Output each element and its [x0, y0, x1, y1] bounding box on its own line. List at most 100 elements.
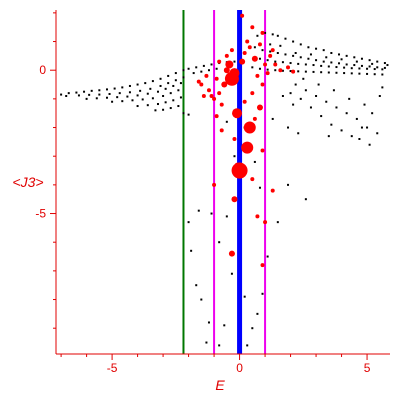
black-point [289, 70, 292, 73]
black-point [218, 344, 221, 347]
black-point [366, 67, 369, 70]
black-point [348, 97, 351, 100]
black-point [146, 104, 149, 107]
red-point [250, 177, 255, 182]
black-point [332, 89, 335, 92]
black-point [258, 186, 261, 189]
black-point [215, 67, 218, 70]
black-point [338, 62, 341, 65]
black-point [366, 126, 369, 129]
black-point [386, 64, 389, 67]
black-point [118, 92, 121, 95]
red-point [242, 99, 247, 104]
red-point [260, 82, 265, 87]
black-point [269, 50, 272, 53]
black-point [202, 64, 205, 67]
black-point [381, 68, 384, 71]
black-point [187, 221, 190, 224]
black-point [302, 77, 305, 80]
black-point [289, 62, 292, 65]
black-point [131, 99, 134, 102]
black-point [83, 90, 86, 93]
red-point [217, 59, 222, 64]
red-point [270, 188, 275, 193]
black-point [360, 64, 363, 67]
black-point [292, 103, 295, 106]
black-point [98, 89, 101, 92]
black-point [299, 43, 302, 46]
black-point [281, 61, 284, 64]
black-point [205, 341, 208, 344]
axes: -5 0 5 0 -5 [35, 10, 390, 375]
black-point [207, 69, 210, 72]
black-point [371, 112, 374, 115]
red-point [242, 51, 247, 55]
red-point [260, 148, 265, 153]
red-point [255, 214, 260, 219]
red-point [196, 79, 201, 84]
black-point [281, 69, 284, 72]
red-point [221, 81, 228, 88]
red-point [240, 13, 245, 18]
black-point [210, 63, 213, 66]
red-point [235, 162, 240, 167]
y-tick-label: 0 [39, 63, 46, 77]
red-point [231, 162, 248, 179]
black-point [200, 298, 203, 301]
black-point [108, 92, 111, 95]
red-point [219, 128, 224, 133]
black-point [98, 93, 101, 96]
black-point [151, 97, 154, 100]
red-point [291, 69, 296, 74]
black-point [177, 89, 180, 92]
black-point [266, 68, 269, 71]
black-point [136, 105, 139, 108]
black-point [121, 86, 124, 89]
black-point [383, 66, 386, 69]
red-point [225, 60, 234, 69]
black-point [315, 47, 318, 50]
red-point [229, 68, 240, 79]
black-point [287, 126, 290, 129]
black-point [340, 129, 343, 132]
black-point [299, 97, 302, 100]
red-point [260, 30, 265, 35]
black-point [312, 64, 315, 67]
black-point [251, 327, 254, 330]
black-point [315, 95, 318, 97]
black-point [327, 65, 330, 68]
black-point [307, 46, 310, 49]
red-point [214, 76, 219, 81]
black-point [169, 107, 172, 110]
black-point [95, 97, 98, 100]
black-point [167, 74, 170, 77]
black-point [85, 97, 88, 100]
black-point [162, 95, 165, 97]
red-point [241, 141, 254, 154]
red-point [224, 53, 229, 58]
red-point [265, 71, 270, 76]
black-point [195, 284, 198, 287]
black-point [167, 82, 170, 85]
black-point [256, 312, 259, 315]
red-point [223, 67, 230, 74]
black-point [75, 91, 78, 94]
black-point [154, 109, 157, 112]
black-point [156, 90, 159, 93]
black-point [105, 96, 108, 99]
black-point [169, 92, 172, 95]
black-point [304, 70, 307, 73]
black-point [358, 67, 361, 70]
black-point [126, 95, 129, 98]
black-point [320, 64, 323, 67]
black-point [113, 87, 116, 90]
black-point [258, 67, 261, 70]
black-point [179, 82, 182, 85]
red-point [286, 65, 291, 70]
black-point [322, 49, 325, 52]
black-point [246, 344, 249, 347]
black-point [363, 103, 366, 106]
red-point [206, 88, 211, 93]
black-point [355, 60, 358, 63]
x-tick-label: -5 [107, 361, 118, 375]
